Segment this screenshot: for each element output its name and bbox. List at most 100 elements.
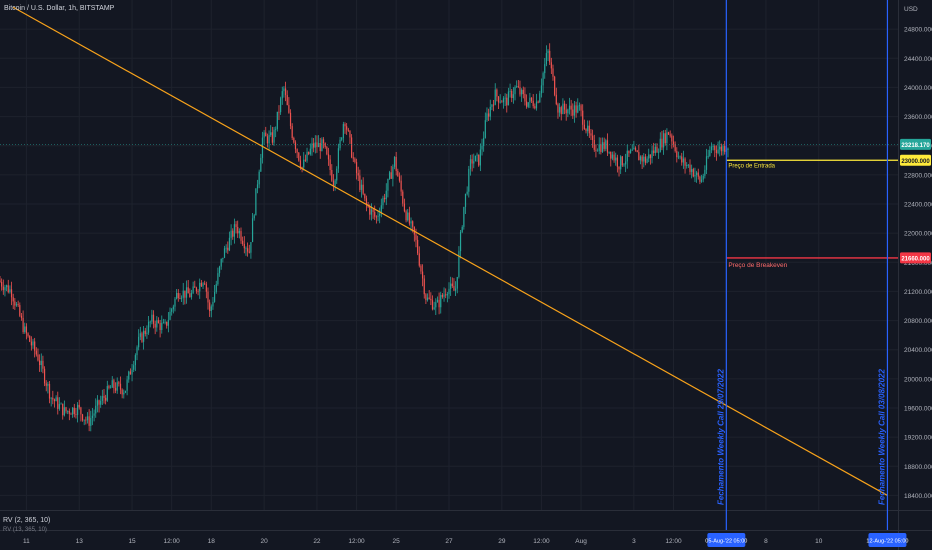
x-tick-label: 3: [632, 538, 636, 545]
candle-body: [694, 174, 696, 177]
candle-body: [727, 148, 729, 150]
candle-body: [149, 321, 151, 323]
candle-body: [283, 88, 285, 92]
candle-body: [664, 133, 666, 144]
candle-body: [468, 168, 470, 192]
candle-body: [722, 146, 724, 152]
candle-body: [677, 156, 680, 158]
candle-body: [483, 137, 485, 146]
candle-body: [502, 98, 505, 103]
candle-body: [436, 299, 439, 303]
candle-body: [169, 311, 171, 320]
candle-body: [600, 144, 602, 152]
candle-body: [587, 125, 589, 132]
candle-body: [72, 407, 74, 415]
candle-body: [349, 130, 351, 138]
candle-body: [273, 129, 275, 143]
candle-body: [210, 306, 212, 312]
candle-body: [37, 354, 39, 361]
candle-body: [382, 197, 384, 206]
candle-body: [643, 156, 645, 162]
candle-body: [141, 333, 143, 342]
candle-body: [636, 150, 638, 153]
candle-body: [392, 166, 394, 179]
candle-body: [42, 360, 44, 369]
candle-body: [171, 309, 173, 312]
candle-body: [258, 171, 260, 185]
candle-body: [344, 124, 346, 127]
candle-body: [417, 239, 419, 254]
candle-body: [14, 301, 16, 306]
candle-body: [314, 142, 316, 148]
candle-body: [458, 251, 460, 277]
breakeven-price-tag: [900, 252, 931, 264]
candle-body: [509, 90, 511, 92]
candle-body: [681, 156, 683, 163]
candle-body: [610, 151, 612, 159]
candle-body: [95, 405, 97, 414]
candle-body: [60, 403, 62, 405]
candle-body: [296, 149, 298, 153]
candle-body: [126, 379, 128, 391]
x-tick-label: 10: [815, 538, 823, 545]
y-tick-label: 20800.000: [904, 318, 932, 325]
x-date-tag: [868, 533, 907, 547]
candle-body: [646, 158, 648, 163]
candle-body: [611, 154, 614, 159]
candle-body: [421, 271, 424, 279]
candle-body: [57, 397, 59, 409]
candle-body: [613, 154, 615, 161]
candle-body: [93, 413, 95, 416]
candle-body: [47, 383, 49, 386]
candle-body: [375, 216, 377, 218]
candle-body: [412, 221, 414, 227]
candle-body: [39, 360, 41, 366]
candle-body: [250, 242, 252, 253]
last-price-tag-label: 23218.170: [901, 143, 930, 149]
candle-body: [537, 101, 539, 103]
candle-body: [48, 383, 51, 399]
candle-body: [405, 211, 407, 221]
candle-body: [347, 129, 349, 131]
candle-body: [275, 128, 277, 130]
candle-body: [473, 161, 475, 164]
candle-body: [557, 104, 559, 113]
candle-body: [527, 102, 529, 107]
candle-body: [103, 396, 105, 398]
candle-body: [306, 151, 308, 161]
candle-body: [634, 147, 637, 151]
y-tick-label: 24000.000: [904, 85, 932, 92]
candle-body: [280, 98, 282, 113]
candle-body: [481, 145, 483, 150]
candle-body: [608, 151, 610, 153]
candle-body: [488, 113, 490, 117]
candle-body: [448, 288, 450, 295]
candle-body: [626, 150, 628, 162]
x-tick-label: 11: [23, 538, 30, 545]
candle-body: [494, 89, 496, 105]
candle-body: [707, 155, 709, 157]
candle-body: [590, 133, 592, 136]
x-tick-label: 12:00: [665, 538, 682, 545]
candle-body: [327, 154, 330, 160]
candle-body: [52, 397, 54, 400]
candle-body: [415, 234, 417, 240]
candle-body: [24, 326, 26, 333]
candle-body: [484, 120, 486, 138]
candle-body: [501, 101, 503, 103]
candle-body: [30, 341, 32, 346]
x-tick-label: 25: [393, 538, 401, 545]
candle-body: [400, 180, 402, 192]
candle-body: [644, 156, 647, 163]
candle-body: [519, 87, 521, 95]
candle-body: [588, 125, 590, 134]
candle-body: [263, 132, 265, 138]
candle-body: [426, 297, 429, 301]
candle-body: [710, 146, 713, 151]
candle-body: [621, 156, 623, 166]
x-tick-label: 8: [764, 538, 768, 545]
candle-body: [620, 156, 622, 170]
candle-body: [144, 330, 146, 334]
candle-body: [441, 294, 443, 297]
